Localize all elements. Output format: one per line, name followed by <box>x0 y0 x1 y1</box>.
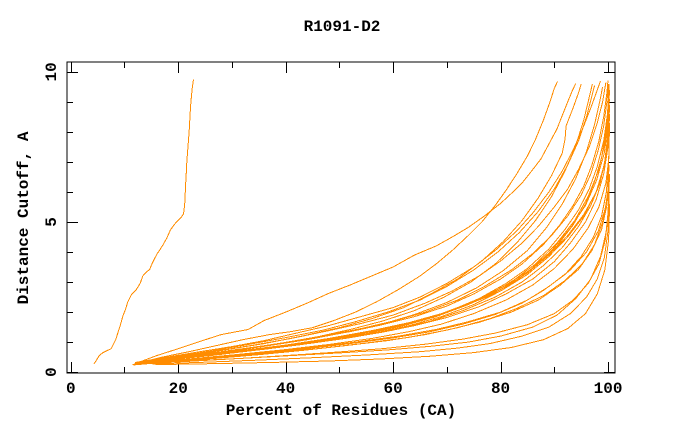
model-curve <box>152 191 610 365</box>
model-curve <box>141 86 604 363</box>
model-curve <box>134 83 593 365</box>
x-tick-label: 20 <box>169 380 188 398</box>
model-curve <box>93 79 194 365</box>
model-curve <box>140 176 610 365</box>
y-axis-title: Distance Cutoff, A <box>15 131 33 304</box>
model-curve <box>135 113 611 364</box>
model-curve <box>136 83 610 364</box>
model-curve <box>140 83 577 363</box>
x-tick-label: 100 <box>594 380 623 398</box>
model-curve <box>155 203 611 366</box>
x-tick-label: 60 <box>384 380 403 398</box>
model-curve <box>143 82 607 363</box>
model-curve <box>137 83 582 364</box>
model-curve <box>143 98 610 363</box>
model-curve <box>134 86 610 365</box>
curves-layer <box>93 79 611 366</box>
x-tick-label: 0 <box>66 380 76 398</box>
model-curve <box>137 81 558 364</box>
y-tick-label: 10 <box>43 62 61 81</box>
x-tick-label: 80 <box>491 380 510 398</box>
chart-title: R1091-D2 <box>304 18 381 36</box>
x-tick-label: 40 <box>276 380 295 398</box>
x-axis-title: Percent of Residues (CA) <box>226 402 456 420</box>
y-tick-label: 5 <box>43 217 61 227</box>
model-curve <box>137 122 611 365</box>
model-curve <box>136 83 610 365</box>
y-tick-label: 0 <box>43 367 61 377</box>
model-curve <box>142 182 610 364</box>
plot-box <box>66 61 616 374</box>
axes-layer: 0 20 40 60 80 100 0 5 10 <box>43 61 623 398</box>
model-curve <box>138 85 596 364</box>
model-curve <box>147 200 610 364</box>
